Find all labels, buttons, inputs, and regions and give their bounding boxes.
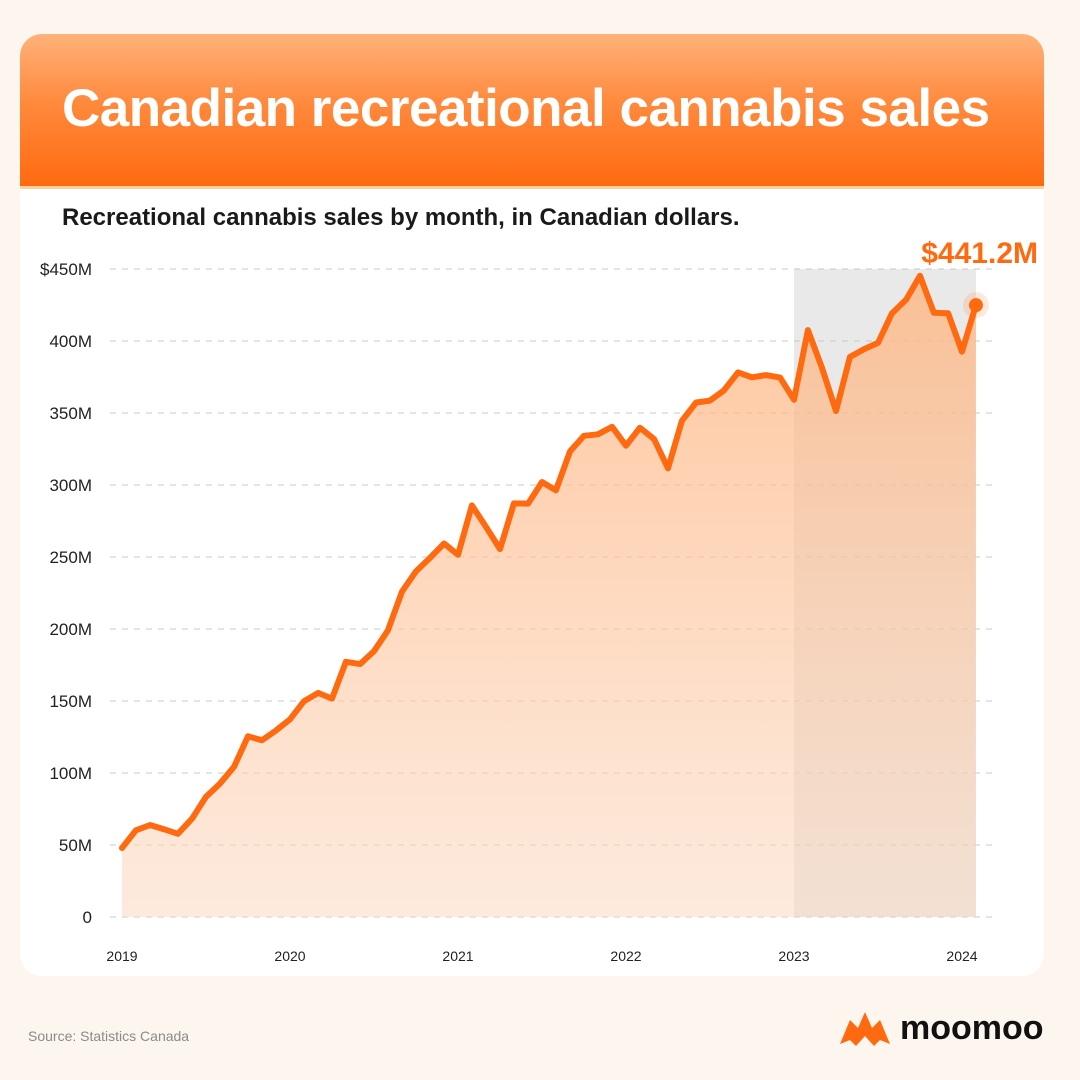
data-point (119, 845, 125, 851)
last-point-halo (962, 292, 989, 319)
data-point (371, 648, 377, 654)
data-point (553, 487, 559, 493)
data-point (525, 501, 531, 507)
data-point (945, 310, 951, 316)
data-point (679, 418, 685, 424)
x-tick-label: 2023 (778, 948, 809, 964)
page-title: Canadian recreational cannabis sales (62, 79, 990, 138)
x-tick-label: 2020 (274, 948, 305, 964)
data-point (315, 690, 321, 696)
data-point (959, 349, 965, 355)
y-tick-label: $450M (40, 260, 92, 279)
data-point (833, 408, 839, 414)
y-tick-label: 50M (59, 836, 92, 855)
data-point (203, 794, 209, 800)
x-tick-label: 2024 (946, 948, 977, 964)
data-point (427, 555, 433, 561)
data-point (931, 310, 937, 316)
data-point (385, 627, 391, 633)
y-tick-label: 150M (49, 692, 92, 711)
data-point (861, 346, 867, 352)
data-point (889, 310, 895, 316)
data-point (917, 273, 923, 279)
data-point (357, 661, 363, 667)
data-point (483, 524, 489, 530)
data-point (847, 354, 853, 360)
data-point (665, 465, 671, 471)
data-point (707, 398, 713, 404)
data-point (245, 733, 251, 739)
y-tick-label: 350M (49, 404, 92, 423)
brand-name: moomoo (900, 1008, 1044, 1047)
data-point (805, 327, 811, 333)
line-chart: 0 50M 100M 150M 200M 250M 300M 350M 400M $450M 201… (40, 237, 1038, 964)
last-data-point (968, 298, 983, 313)
data-point (511, 500, 517, 506)
title-banner: Canadian recreational cannabis sales (20, 34, 1044, 189)
data-point (343, 659, 349, 665)
data-point (301, 698, 307, 704)
y-tick-label: 400M (49, 332, 92, 351)
data-point (147, 822, 153, 828)
data-point (623, 443, 629, 449)
data-point (259, 737, 265, 743)
data-point (189, 816, 195, 822)
data-point (875, 340, 881, 346)
data-point (469, 502, 475, 508)
data-point (217, 781, 223, 787)
moomoo-logo: moomoo (836, 1004, 1044, 1052)
data-point (693, 399, 699, 405)
data-point (819, 365, 825, 371)
data-point (609, 424, 615, 430)
data-point (539, 479, 545, 485)
data-point (903, 297, 909, 303)
latest-value-callout: $441.2M (921, 237, 1038, 270)
x-tick-label: 2019 (106, 948, 137, 964)
data-point (399, 588, 405, 594)
data-point (651, 436, 657, 442)
data-point (413, 568, 419, 574)
data-point (497, 546, 503, 552)
x-tick-label: 2021 (442, 948, 473, 964)
data-point (455, 552, 461, 558)
data-point (287, 716, 293, 722)
y-tick-label: 100M (49, 764, 92, 783)
data-point (791, 397, 797, 403)
data-point (735, 369, 741, 375)
data-point (721, 387, 727, 393)
data-point (581, 433, 587, 439)
bull-logo-icon (840, 1012, 890, 1046)
data-point (637, 425, 643, 431)
source-note: Source: Statistics Canada (28, 1028, 190, 1044)
y-tick-label: 250M (49, 548, 92, 567)
data-point (273, 727, 279, 733)
y-tick-label: 200M (49, 620, 92, 639)
data-point (567, 448, 573, 454)
data-point (161, 826, 167, 832)
y-tick-label: 300M (49, 476, 92, 495)
data-point (329, 696, 335, 702)
data-point (749, 374, 755, 380)
data-point (175, 831, 181, 837)
data-point (133, 827, 139, 833)
y-tick-label: 0 (83, 908, 92, 927)
x-tick-label: 2022 (610, 948, 641, 964)
series-line (119, 272, 979, 851)
data-point (763, 372, 769, 378)
data-point (777, 375, 783, 381)
data-point (231, 764, 237, 770)
data-point (595, 431, 601, 437)
series-area (122, 275, 976, 917)
data-point (441, 540, 447, 546)
chart-subtitle: Recreational cannabis sales by month, in… (62, 204, 740, 231)
